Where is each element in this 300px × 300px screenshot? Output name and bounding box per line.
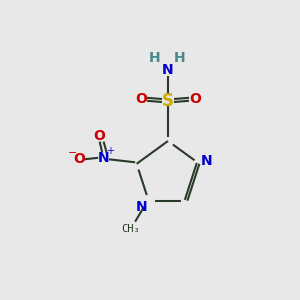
Text: −: −: [68, 148, 77, 158]
Text: O: O: [93, 129, 105, 143]
Text: H: H: [174, 52, 186, 65]
Text: O: O: [74, 152, 85, 166]
Text: S: S: [162, 92, 174, 110]
Text: O: O: [135, 92, 147, 106]
Text: +: +: [106, 146, 114, 156]
Text: N: N: [162, 64, 174, 77]
Text: N: N: [135, 200, 147, 214]
Text: N: N: [201, 154, 213, 168]
Text: H: H: [149, 52, 160, 65]
Text: CH₃: CH₃: [121, 224, 140, 234]
Text: N: N: [98, 151, 109, 165]
Text: O: O: [189, 92, 201, 106]
